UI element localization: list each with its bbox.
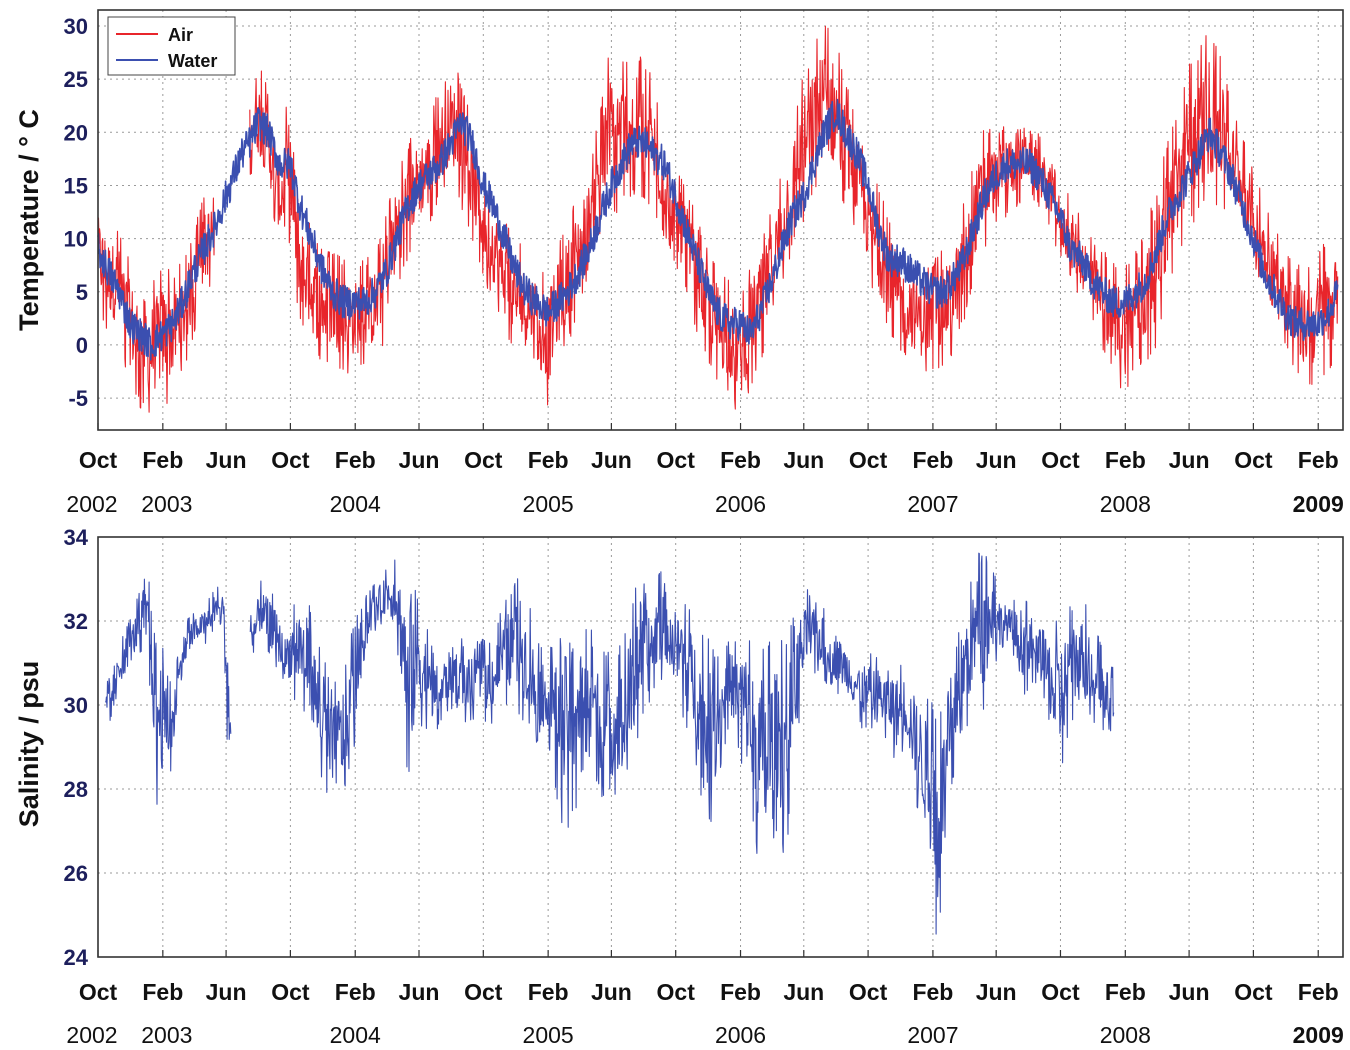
temperature-y-ticks: 30 25 20 15 10 5 0 -5 <box>64 14 88 411</box>
year-label: 2002 <box>66 491 117 517</box>
y-tick-label: 32 <box>64 609 88 634</box>
legend: Air Water <box>107 16 236 76</box>
year-label: 2003 <box>141 491 192 517</box>
year-label: 2005 <box>523 1022 574 1048</box>
x-tick-label: Jun <box>976 447 1017 473</box>
x-tick-label: Oct <box>1041 979 1080 1005</box>
y-tick-label: 0 <box>76 333 88 358</box>
series-line <box>249 25 1339 410</box>
year-label: 2003 <box>141 1022 192 1048</box>
x-tick-label: Feb <box>1298 447 1339 473</box>
x-tick-label: Oct <box>849 979 888 1005</box>
year-label: 2008 <box>1100 491 1151 517</box>
x-tick-label: Feb <box>528 979 569 1005</box>
x-tick-label: Feb <box>1105 447 1146 473</box>
x-tick-label: Feb <box>528 447 569 473</box>
temperature-series <box>97 25 1339 413</box>
x-tick-label: Jun <box>1169 979 1210 1005</box>
y-tick-label: 34 <box>64 525 89 550</box>
temperature-x-ticks: Oct Feb Jun Oct Feb Jun Oct Feb Jun Oct Feb Jun Oct F… <box>79 447 1339 473</box>
x-tick-label: Jun <box>976 979 1017 1005</box>
series-line <box>97 98 1339 361</box>
x-tick-label: Oct <box>1041 447 1080 473</box>
y-tick-label: 24 <box>64 945 89 970</box>
y-tick-label: 25 <box>64 67 88 92</box>
temperature-year-labels: 2002 2003 2004 2005 2006 2007 2008 2009 <box>66 491 1343 517</box>
x-tick-label: Oct <box>79 447 118 473</box>
x-tick-label: Jun <box>783 447 824 473</box>
x-tick-label: Feb <box>335 979 376 1005</box>
salinity-year-labels: 2002 2003 2004 2005 2006 2007 2008 2009 <box>66 1022 1343 1048</box>
salinity-series <box>104 552 1115 935</box>
y-tick-label: -5 <box>68 386 88 411</box>
y-tick-label: 20 <box>64 120 88 145</box>
year-label: 2009 <box>1293 1022 1344 1048</box>
x-tick-label: Jun <box>591 447 632 473</box>
x-tick-label: Feb <box>142 447 183 473</box>
year-label: 2006 <box>715 491 766 517</box>
y-tick-label: 30 <box>64 693 88 718</box>
salinity-y-ticks: 34 32 30 28 26 24 <box>64 525 89 970</box>
series-line <box>104 578 232 805</box>
y-tick-label: 30 <box>64 14 88 39</box>
x-tick-label: Jun <box>783 979 824 1005</box>
x-tick-label: Oct <box>464 979 503 1005</box>
temperature-y-axis-label: Temperature / ° C <box>14 109 44 331</box>
x-tick-label: Oct <box>79 979 118 1005</box>
x-tick-label: Feb <box>1298 979 1339 1005</box>
x-tick-label: Feb <box>142 979 183 1005</box>
legend-air-label: Air <box>168 25 193 45</box>
x-tick-label: Feb <box>720 979 761 1005</box>
x-tick-label: Jun <box>206 979 247 1005</box>
x-tick-label: Jun <box>1169 447 1210 473</box>
x-tick-label: Feb <box>912 447 953 473</box>
x-tick-label: Oct <box>1234 447 1273 473</box>
x-tick-label: Feb <box>912 979 953 1005</box>
temperature-plot-frame <box>97 9 1344 431</box>
temperature-panel: 30 25 20 15 10 5 0 -5 Oct Feb Jun Oct Feb Jun Oct Feb J… <box>14 9 1344 517</box>
salinity-x-ticks: Oct Feb Jun Oct Feb Jun Oct Feb Jun Oct Feb Jun Oct F… <box>79 979 1339 1005</box>
series-line <box>97 197 216 413</box>
y-tick-label: 5 <box>76 280 88 305</box>
x-tick-label: Oct <box>657 979 696 1005</box>
salinity-plot-frame <box>97 536 1344 958</box>
x-tick-label: Feb <box>335 447 376 473</box>
y-tick-label: 28 <box>64 777 88 802</box>
year-label: 2007 <box>907 491 958 517</box>
x-tick-label: Oct <box>464 447 503 473</box>
year-label: 2009 <box>1293 491 1344 517</box>
y-tick-label: 26 <box>64 861 88 886</box>
year-label: 2002 <box>66 1022 117 1048</box>
x-tick-label: Jun <box>399 447 440 473</box>
x-tick-label: Oct <box>657 447 696 473</box>
y-tick-label: 15 <box>64 173 88 198</box>
x-tick-label: Jun <box>399 979 440 1005</box>
legend-water-label: Water <box>168 51 217 71</box>
x-tick-label: Oct <box>271 447 310 473</box>
year-label: 2004 <box>330 1022 381 1048</box>
salinity-grid <box>97 537 1343 957</box>
x-tick-label: Feb <box>1105 979 1146 1005</box>
series-line <box>249 552 1115 935</box>
y-tick-label: 10 <box>64 227 88 252</box>
x-tick-label: Oct <box>1234 979 1273 1005</box>
year-label: 2007 <box>907 1022 958 1048</box>
x-tick-label: Jun <box>206 447 247 473</box>
x-tick-label: Feb <box>720 447 761 473</box>
x-tick-label: Jun <box>591 979 632 1005</box>
year-label: 2004 <box>330 491 381 517</box>
year-label: 2008 <box>1100 1022 1151 1048</box>
legend-box <box>107 16 236 76</box>
year-label: 2006 <box>715 1022 766 1048</box>
salinity-y-axis-label: Salinity / psu <box>14 661 44 828</box>
x-tick-label: Oct <box>271 979 310 1005</box>
salinity-panel: 34 32 30 28 26 24 Oct Feb Jun Oct Feb Jun Oct Feb Jun… <box>14 525 1344 1048</box>
year-label: 2005 <box>523 491 574 517</box>
x-tick-label: Oct <box>849 447 888 473</box>
